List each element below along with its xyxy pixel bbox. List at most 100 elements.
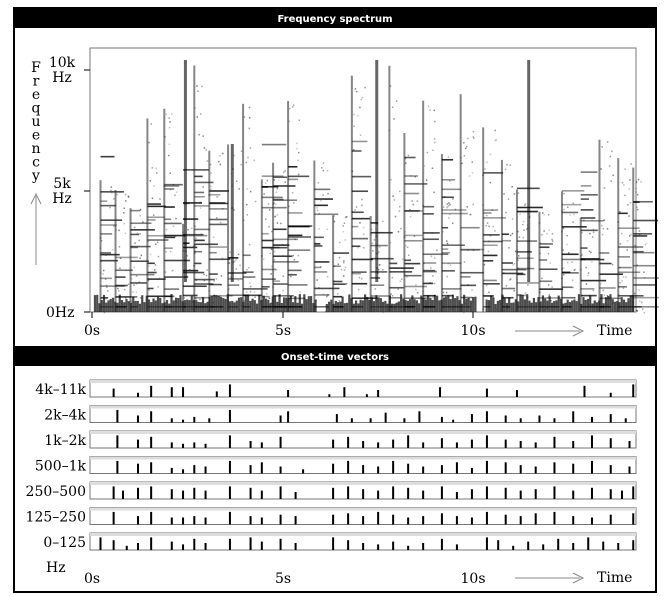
spectrogram-speckle [489,153,492,156]
spectrogram-speckle [130,277,133,280]
spectrogram-speckle [639,233,641,236]
spectrogram-speckle [316,198,319,201]
spectrogram-speckle [134,242,136,244]
spectrogram-speckle [484,168,486,170]
spectrogram-harmonic [183,246,198,249]
spectrogram-harmonic [501,272,524,275]
spectrogram-low-band [582,297,585,312]
spectrogram-onset-streak [598,139,601,312]
spectrogram-low-band [413,299,416,312]
spectrogram-speckle [485,224,488,227]
spectrogram-low-band [573,299,576,312]
spectrogram-speckle [488,225,490,228]
onset-bar [116,409,119,423]
spectrogram-speckle [467,137,469,140]
spectrogram-low-band [233,302,236,312]
spectrogram-speckle [379,246,381,248]
spectrogram-speckle [159,198,161,200]
onset-bar [609,392,612,397]
spectrogram-harmonic [460,271,484,274]
spectrogram-speckle [436,249,438,251]
onset-bar [228,486,231,499]
spectrogram-speckle [320,200,322,202]
spectrogram-low-band [508,297,511,312]
spectrogram-speckle [626,249,628,251]
spectrogram-harmonic [164,218,172,221]
time-arrowhead [572,325,585,337]
spectrogram-low-band [494,303,497,312]
onset-bar [504,439,507,448]
spectrogram-speckle [220,275,223,277]
spectrogram-speckle [110,189,112,192]
spectrogram-speckle [296,147,298,150]
spectrogram-speckle [288,120,291,123]
spectrogram-speckle [333,215,335,217]
spectrogram-low-band [429,297,432,312]
spectrogram-harmonic [243,288,268,290]
spectrogram-speckle [203,279,206,282]
spectrogram-speckle [201,85,203,88]
spectrogram-harmonic [516,251,532,253]
spectrogram-speckle [612,174,614,177]
spectrogram-speckle [561,277,563,280]
onset-bar [287,390,290,397]
onset-bar [538,415,541,423]
spectrogram-harmonic [100,252,112,254]
spectrogram-harmonic [314,198,334,200]
spectrogram-speckle [514,300,517,302]
spectrogram-speckle [291,235,294,237]
spectrogram-speckle [566,243,568,246]
spectrogram-speckle [266,179,269,182]
spectrogram-speckle [606,141,609,143]
spectrogram-harmonic [164,236,176,239]
spectrogram-harmonic [404,262,421,265]
onset-band-unit: Hz [46,560,66,576]
spectrogram-speckle [454,208,457,211]
onset-bar [392,439,395,448]
spectrogram-speckle [114,225,117,228]
spectrogram-speckle [342,275,345,277]
spectrogram-harmonic [351,190,369,193]
spectrogram-speckle [336,293,339,295]
onset-bar [228,409,231,423]
spectrogram-harmonic [314,245,323,247]
spectrogram-speckle [431,167,434,169]
spectrogram-onset-streak [538,211,541,312]
spectrogram-speckle [148,298,150,301]
spectrogram-speckle [621,181,624,184]
onset-bar [553,436,556,448]
spectrogram-speckle [337,263,340,265]
spectrogram-speckle [326,169,329,172]
spectrogram-harmonic [183,218,199,220]
spectrogram-speckle [391,295,394,297]
spectrogram-speckle [284,170,286,172]
spectrogram-harmonic [351,217,370,220]
onset-bar [150,537,153,550]
spectrogram-onset-streak [369,215,372,312]
onset-bar [470,517,473,525]
spectrogram-speckle [139,297,142,299]
spectrogram-speckle [233,209,235,211]
spectrogram-speckle [482,204,484,206]
onset-bar [362,441,365,448]
spectrogram-harmonic [194,175,203,178]
onset-bar [112,511,115,525]
spectrogram-harmonic [404,210,423,212]
onset-bar [182,443,185,448]
spectrogram-harmonic [404,259,411,262]
spectrogram-harmonic [483,254,498,257]
spectrogram-speckle [210,172,212,174]
onset-bar [485,388,488,397]
spectrogram-harmonic [194,195,205,198]
spectrogram-harmonic [288,165,298,168]
onset-bar [632,513,635,525]
spectrogram-low-band [219,297,223,312]
spectrogram-speckle [268,209,271,211]
spectrogram-speckle [157,295,160,298]
spectrogram-harmonic [314,204,328,207]
spectrogram-speckle [297,159,299,162]
spectrogram-speckle [442,291,445,294]
onset-bar [628,466,631,474]
spectrogram-speckle [406,275,408,278]
spectrogram-speckle [448,202,450,204]
